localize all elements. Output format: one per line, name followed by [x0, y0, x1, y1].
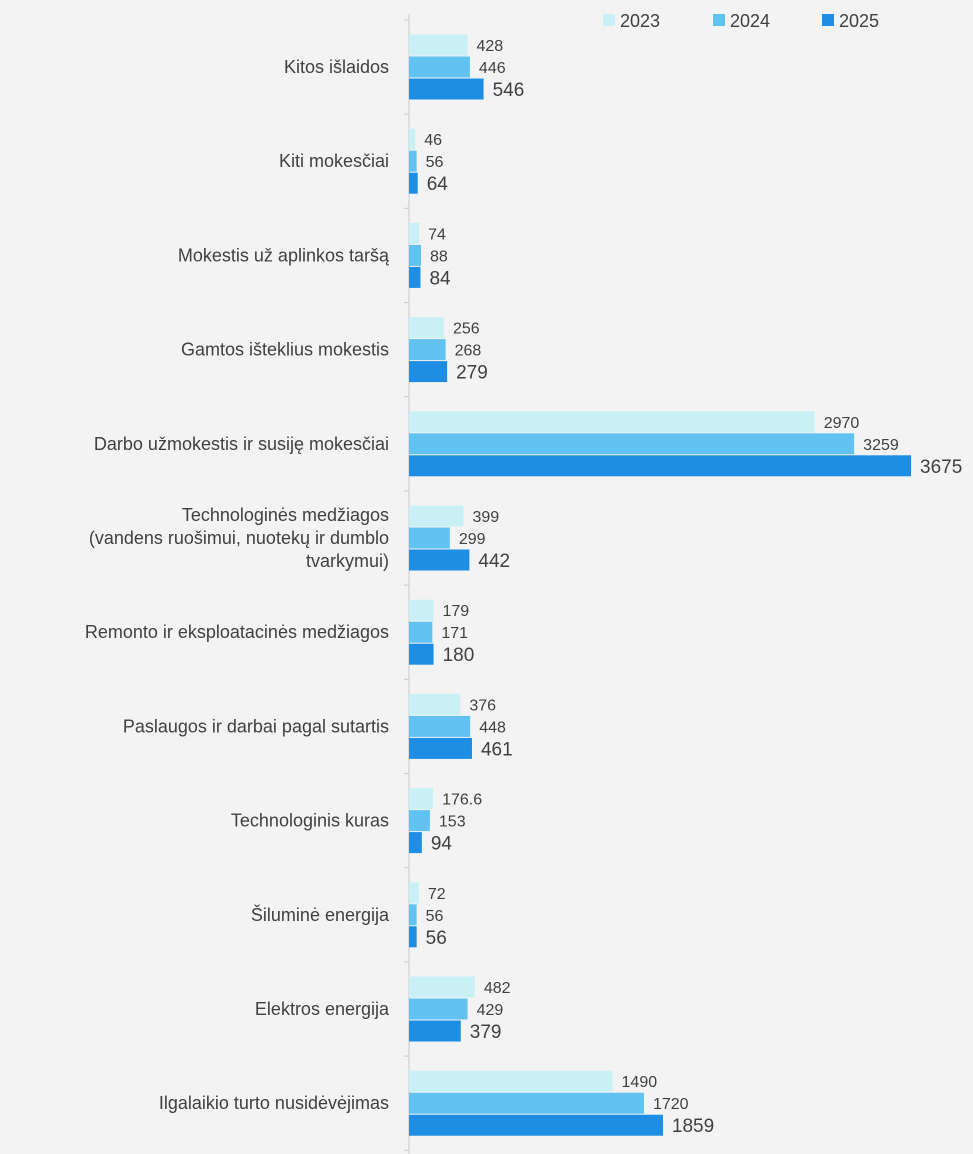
- bar-2025: [409, 455, 911, 477]
- value-label-2024: 448: [479, 719, 506, 736]
- bar-2024: [409, 810, 430, 832]
- category-axis: [404, 14, 410, 1154]
- legend-swatch-2025: [822, 14, 834, 26]
- bar-2023: [409, 1070, 613, 1092]
- bar-2023: [409, 976, 475, 998]
- bar-2025: [409, 266, 421, 288]
- bar-2024: [409, 998, 468, 1020]
- legend-swatch-2024: [713, 14, 725, 26]
- value-label-2023: 376: [469, 697, 496, 714]
- value-label-2025: 180: [443, 645, 475, 666]
- value-label-2024: 56: [426, 154, 444, 171]
- category-label: Remonto ir eksploatacinės medžiagos: [85, 622, 389, 642]
- bar-2025: [409, 1020, 461, 1042]
- legend-label-2023: 2023: [620, 11, 660, 31]
- bar-2024: [409, 621, 433, 643]
- value-label-2023: 399: [473, 509, 500, 526]
- value-label-2025: 94: [431, 834, 453, 855]
- bar-2024: [409, 56, 470, 78]
- value-label-2023: 74: [428, 226, 446, 243]
- value-label-2025: 56: [426, 928, 447, 949]
- bar-2023: [409, 693, 461, 715]
- bar-2024: [409, 244, 422, 266]
- value-label-2023: 1490: [622, 1074, 658, 1091]
- legend-label-2025: 2025: [839, 11, 879, 31]
- bar-2025: [409, 737, 472, 759]
- value-label-2023: 482: [484, 980, 511, 997]
- bar-2025: [409, 172, 418, 194]
- legend-swatch-2023: [603, 14, 615, 26]
- value-label-2023: 179: [442, 603, 469, 620]
- category-label: Darbo užmokestis ir susiję mokesčiai: [94, 434, 389, 454]
- value-label-2023: 428: [476, 38, 503, 55]
- category-label: Gamtos išteklius mokestis: [181, 340, 389, 360]
- bar-2024: [409, 1092, 644, 1114]
- value-label-2025: 1859: [672, 1116, 714, 1137]
- value-label-2025: 461: [481, 739, 513, 760]
- bar-2023: [409, 34, 468, 56]
- category-labels: Kitos išlaidos Kiti mokesčiai Mokestis už …: [85, 57, 390, 1113]
- bar-2024: [409, 433, 855, 455]
- bar-2023: [409, 599, 434, 621]
- bar-2025: [409, 643, 434, 665]
- bar-2024: [409, 527, 450, 549]
- category-label: Elektros energija: [255, 999, 390, 1019]
- bar-2023: [409, 317, 444, 339]
- value-label-2024: 56: [426, 908, 444, 925]
- bar-2023: [409, 882, 419, 904]
- bar-2025: [409, 832, 422, 854]
- category-label: Technologinis kuras: [231, 811, 389, 831]
- bar-2025: [409, 361, 448, 383]
- bars: [409, 34, 911, 1136]
- value-label-2025: 84: [429, 268, 451, 289]
- bar-2023: [409, 788, 434, 810]
- bar-2024: [409, 339, 446, 361]
- value-label-2023: 46: [424, 132, 442, 149]
- category-label: Šiluminė energija: [251, 904, 390, 925]
- bar-2023: [409, 222, 420, 244]
- bar-2024: [409, 715, 471, 737]
- value-label-2023: 72: [428, 886, 446, 903]
- value-label-2024: 3259: [863, 437, 899, 454]
- value-label-2025: 379: [470, 1022, 502, 1043]
- bar-2023: [409, 411, 815, 433]
- category-label: Ilgalaikio turto nusidėvėjimas: [159, 1093, 389, 1113]
- value-label-2023: 256: [453, 321, 480, 338]
- value-label-2024: 299: [459, 531, 486, 548]
- value-label-2025: 546: [493, 80, 525, 101]
- legend-label-2024: 2024: [730, 11, 770, 31]
- value-label-2024: 446: [479, 60, 506, 77]
- value-label-2025: 64: [427, 174, 449, 195]
- value-label-2024: 88: [430, 248, 448, 265]
- value-label-2023: 176.6: [442, 792, 482, 809]
- bar-2024: [409, 150, 417, 172]
- value-label-2025: 442: [478, 551, 510, 572]
- category-label: Kiti mokesčiai: [279, 151, 389, 171]
- value-label-2025: 279: [456, 363, 488, 384]
- bar-2025: [409, 1114, 663, 1136]
- category-label: Kitos išlaidos: [284, 57, 389, 77]
- bar-2023: [409, 505, 464, 527]
- value-label-2024: 429: [477, 1002, 504, 1019]
- value-label-2024: 171: [441, 625, 468, 642]
- category-label: Technologinės medžiagos (vandens ruošimui…: [89, 505, 389, 571]
- value-label-2023: 2970: [824, 415, 860, 432]
- value-label-2025: 3675: [920, 457, 962, 478]
- bar-2023: [409, 128, 416, 150]
- category-label: Paslaugos ir darbai pagal sutartis: [123, 716, 389, 736]
- value-label-2024: 268: [455, 343, 482, 360]
- value-label-2024: 1720: [653, 1096, 689, 1113]
- legend: 2023 2024 2025: [603, 11, 879, 31]
- bar-2025: [409, 78, 484, 100]
- value-label-2024: 153: [439, 814, 466, 831]
- bar-2025: [409, 549, 470, 571]
- category-label: Mokestis už aplinkos taršą: [178, 245, 390, 265]
- bar-2024: [409, 904, 417, 926]
- bar-2025: [409, 926, 417, 948]
